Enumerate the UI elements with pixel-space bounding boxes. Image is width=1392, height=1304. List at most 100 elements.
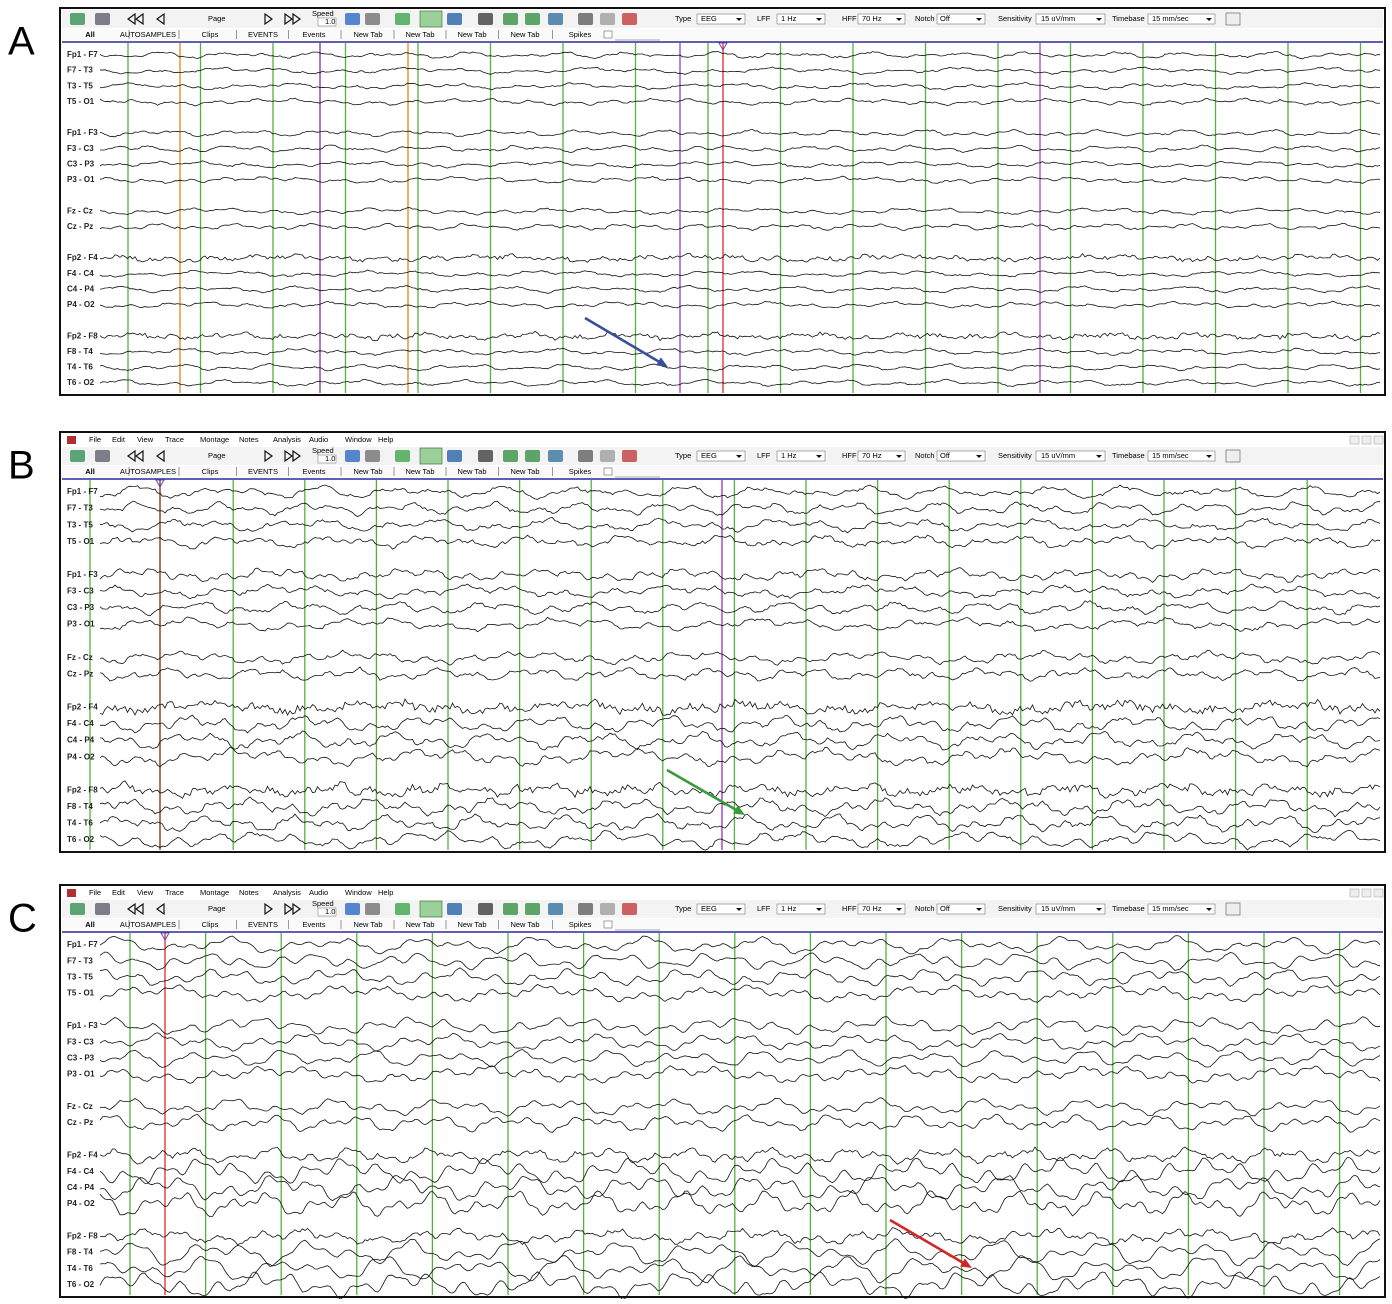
- tab[interactable]: Spikes: [569, 920, 592, 929]
- menu-item[interactable]: Edit: [112, 888, 126, 897]
- tab[interactable]: New Tab: [457, 920, 486, 929]
- tab[interactable]: AUTOSAMPLES: [120, 30, 176, 39]
- tab[interactable]: EVENTS: [248, 467, 278, 476]
- menu-item[interactable]: Montage: [200, 888, 229, 897]
- tab[interactable]: Clips: [202, 30, 219, 39]
- tab[interactable]: AUTOSAMPLES: [120, 920, 176, 929]
- toolbar-icon[interactable]: [503, 13, 518, 25]
- tab[interactable]: New Tab: [405, 467, 434, 476]
- toolbar-icon[interactable]: [345, 450, 360, 462]
- toolbar-icon[interactable]: [95, 450, 110, 462]
- tab[interactable]: All: [85, 30, 95, 39]
- toolbar-icon[interactable]: [622, 903, 637, 915]
- toolbar-icon[interactable]: [503, 903, 518, 915]
- menu-item[interactable]: Notes: [239, 888, 259, 897]
- toolbar-icon[interactable]: [478, 903, 493, 915]
- menu-item[interactable]: Help: [378, 435, 393, 444]
- toolbar-icon[interactable]: [95, 13, 110, 25]
- window-button[interactable]: [1350, 436, 1359, 444]
- toolbar-icon[interactable]: [447, 450, 462, 462]
- toolbar-icon[interactable]: [447, 903, 462, 915]
- tab[interactable]: Events: [303, 467, 326, 476]
- toolbar-icon[interactable]: [525, 903, 540, 915]
- menu-item[interactable]: Montage: [200, 435, 229, 444]
- menu-item[interactable]: Window: [345, 435, 372, 444]
- menu-item[interactable]: Help: [378, 888, 393, 897]
- toolbar-icon[interactable]: [70, 450, 85, 462]
- menu-item[interactable]: Trace: [165, 435, 184, 444]
- tab[interactable]: New Tab: [353, 467, 382, 476]
- tab[interactable]: New Tab: [457, 467, 486, 476]
- toolbar-icon[interactable]: [525, 13, 540, 25]
- toolbar-icon[interactable]: [365, 450, 380, 462]
- toolbar-icon[interactable]: [548, 450, 563, 462]
- toolbar-icon[interactable]: [95, 903, 110, 915]
- tab[interactable]: All: [85, 467, 95, 476]
- tab[interactable]: New Tab: [353, 30, 382, 39]
- menu-item[interactable]: File: [89, 435, 101, 444]
- menu-item[interactable]: Analysis: [273, 435, 301, 444]
- tab[interactable]: New Tab: [510, 30, 539, 39]
- toolbar-icon[interactable]: [365, 903, 380, 915]
- tab[interactable]: Spikes: [569, 467, 592, 476]
- toolbar-icon[interactable]: [395, 450, 410, 462]
- window-button[interactable]: [1362, 436, 1371, 444]
- tab[interactable]: New Tab: [510, 920, 539, 929]
- refresh-button[interactable]: [1226, 903, 1240, 915]
- toolbar-icon[interactable]: [365, 13, 380, 25]
- tab[interactable]: New Tab: [405, 920, 434, 929]
- toolbar-icon[interactable]: [548, 903, 563, 915]
- window-button[interactable]: [1350, 889, 1359, 897]
- toolbar-icon[interactable]: [70, 13, 85, 25]
- toolbar-icon[interactable]: [600, 903, 615, 915]
- menu-item[interactable]: View: [137, 888, 154, 897]
- toolbar-toggle[interactable]: [420, 11, 442, 27]
- toolbar-icon[interactable]: [622, 13, 637, 25]
- toolbar-icon[interactable]: [578, 450, 593, 462]
- toolbar-toggle[interactable]: [420, 901, 442, 917]
- tab[interactable]: Events: [303, 920, 326, 929]
- toolbar-icon[interactable]: [503, 450, 518, 462]
- tab[interactable]: New Tab: [405, 30, 434, 39]
- toolbar-icon[interactable]: [395, 903, 410, 915]
- tab[interactable]: AUTOSAMPLES: [120, 467, 176, 476]
- tab[interactable]: All: [85, 920, 95, 929]
- toolbar-icon[interactable]: [578, 903, 593, 915]
- toolbar-icon[interactable]: [478, 13, 493, 25]
- menu-item[interactable]: Audio: [309, 888, 328, 897]
- menu-item[interactable]: Window: [345, 888, 372, 897]
- tab[interactable]: Clips: [202, 467, 219, 476]
- menu-item[interactable]: Audio: [309, 435, 328, 444]
- menu-item[interactable]: File: [89, 888, 101, 897]
- tab[interactable]: EVENTS: [248, 920, 278, 929]
- toolbar-icon[interactable]: [548, 13, 563, 25]
- toolbar-icon[interactable]: [525, 450, 540, 462]
- toolbar-icon[interactable]: [345, 13, 360, 25]
- tab[interactable]: New Tab: [457, 30, 486, 39]
- toolbar-icon[interactable]: [395, 13, 410, 25]
- toolbar-icon[interactable]: [600, 13, 615, 25]
- tab[interactable]: New Tab: [353, 920, 382, 929]
- tab[interactable]: Clips: [202, 920, 219, 929]
- menu-item[interactable]: View: [137, 435, 154, 444]
- window-button[interactable]: [1362, 889, 1371, 897]
- tab-add[interactable]: [604, 468, 612, 475]
- tab-add[interactable]: [604, 921, 612, 928]
- menu-item[interactable]: Edit: [112, 435, 126, 444]
- window-button[interactable]: [1374, 889, 1383, 897]
- tab[interactable]: Spikes: [569, 30, 592, 39]
- toolbar-icon[interactable]: [345, 903, 360, 915]
- menu-item[interactable]: Notes: [239, 435, 259, 444]
- toolbar-toggle[interactable]: [420, 448, 442, 464]
- toolbar-icon[interactable]: [622, 450, 637, 462]
- window-button[interactable]: [1374, 436, 1383, 444]
- tab-add[interactable]: [604, 31, 612, 38]
- menu-item[interactable]: Trace: [165, 888, 184, 897]
- refresh-button[interactable]: [1226, 450, 1240, 462]
- toolbar-icon[interactable]: [70, 903, 85, 915]
- toolbar-icon[interactable]: [478, 450, 493, 462]
- menu-item[interactable]: Analysis: [273, 888, 301, 897]
- tab[interactable]: New Tab: [510, 467, 539, 476]
- tab[interactable]: EVENTS: [248, 30, 278, 39]
- toolbar-icon[interactable]: [447, 13, 462, 25]
